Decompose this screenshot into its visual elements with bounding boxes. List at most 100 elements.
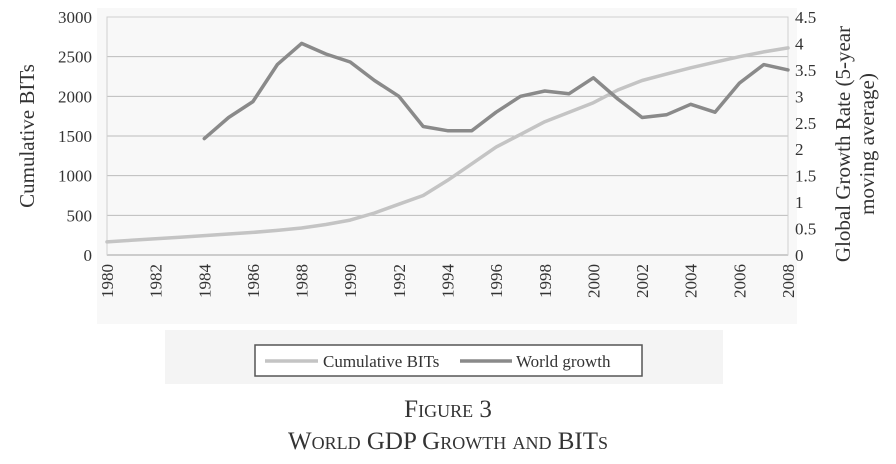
y2-tick-label-4.5: 4.5 xyxy=(795,8,816,27)
x-tick-label-2004: 2004 xyxy=(682,264,701,299)
y-tick-label-1500: 1500 xyxy=(58,127,92,146)
data-point-cumulative-bits-1987 xyxy=(276,229,279,232)
data-point-world-growth-1985 xyxy=(227,116,230,119)
data-point-cumulative-bits-1991 xyxy=(373,211,376,215)
y-tick-label-2500: 2500 xyxy=(58,48,92,67)
data-point-cumulative-bits-1986 xyxy=(251,231,255,234)
data-point-cumulative-bits-2001 xyxy=(616,88,619,92)
data-point-world-growth-1992 xyxy=(397,95,401,98)
data-point-cumulative-bits-1992 xyxy=(397,203,401,206)
data-point-cumulative-bits-2004 xyxy=(689,66,692,70)
left-axis-ticks: 0 500 1000 1500 2000 2500 3000 xyxy=(58,8,92,265)
x-tick-label-2008: 2008 xyxy=(779,264,798,298)
data-point-cumulative-bits-1982 xyxy=(154,237,157,240)
x-tick-label-1998: 1998 xyxy=(536,264,555,298)
x-tick-label-2000: 2000 xyxy=(584,264,603,298)
data-point-world-growth-1991 xyxy=(373,79,376,82)
data-point-world-growth-2000 xyxy=(592,76,595,80)
data-point-cumulative-bits-1981 xyxy=(130,239,133,242)
y2-tick-label-3: 3 xyxy=(795,87,804,106)
y2-tick-label-2.5: 2.5 xyxy=(795,114,816,133)
data-point-world-growth-2007 xyxy=(762,63,765,66)
data-point-cumulative-bits-1998 xyxy=(543,120,546,123)
data-point-cumulative-bits-2008 xyxy=(786,46,790,50)
data-point-world-growth-1989 xyxy=(324,52,328,56)
y-tick-label-1000: 1000 xyxy=(58,167,92,186)
data-point-world-growth-2003 xyxy=(665,113,668,117)
data-point-cumulative-bits-1983 xyxy=(178,236,182,239)
data-point-world-growth-1988 xyxy=(300,42,303,45)
data-point-world-growth-1990 xyxy=(349,60,352,64)
data-point-world-growth-1984 xyxy=(203,137,206,140)
data-point-cumulative-bits-2002 xyxy=(640,79,644,82)
x-tick-label-2006: 2006 xyxy=(730,264,749,298)
data-point-cumulative-bits-1988 xyxy=(300,226,303,230)
y-tick-label-0: 0 xyxy=(84,246,93,265)
data-point-world-growth-2001 xyxy=(616,97,619,101)
y2-tick-label-0.5: 0.5 xyxy=(795,220,816,239)
x-tick-label-1982: 1982 xyxy=(147,264,166,298)
y-tick-label-2000: 2000 xyxy=(58,87,92,106)
y-axis-label: Cumulative BITs xyxy=(15,64,39,208)
data-point-cumulative-bits-2006 xyxy=(738,55,741,58)
right-axis-ticks: 0 0.5 1 1.5 2 2.5 3 3.5 4 4.5 xyxy=(795,8,816,265)
series-layer xyxy=(105,41,790,244)
data-point-cumulative-bits-2003 xyxy=(665,72,668,76)
data-point-cumulative-bits-1993 xyxy=(422,194,425,197)
x-tick-label-1980: 1980 xyxy=(98,264,117,298)
legend-box xyxy=(254,344,643,377)
x-tick-label-1996: 1996 xyxy=(487,264,506,298)
y2-axis-label-line2: moving average) xyxy=(855,73,879,215)
data-point-cumulative-bits-1996 xyxy=(494,145,498,149)
y-tick-label-3000: 3000 xyxy=(58,8,92,27)
x-tick-label-1990: 1990 xyxy=(341,264,360,298)
data-point-world-growth-2008 xyxy=(786,68,790,72)
data-point-world-growth-1987 xyxy=(276,63,279,66)
data-point-cumulative-bits-1995 xyxy=(470,162,473,165)
data-point-cumulative-bits-1990 xyxy=(349,218,352,222)
data-point-world-growth-2006 xyxy=(738,81,741,85)
data-point-cumulative-bits-1994 xyxy=(446,179,449,182)
data-point-cumulative-bits-2005 xyxy=(713,61,717,64)
data-point-cumulative-bits-2000 xyxy=(592,101,595,104)
y2-axis-label-line1: Global Growth Rate (5-year xyxy=(831,26,855,262)
data-point-world-growth-2004 xyxy=(689,103,692,106)
legend-label-cumulative-bits: Cumulative BITs xyxy=(323,352,439,371)
y2-tick-label-2: 2 xyxy=(795,140,804,159)
y2-tick-label-0: 0 xyxy=(795,246,804,265)
x-tick-label-1988: 1988 xyxy=(293,264,312,298)
data-point-world-growth-1995 xyxy=(470,129,473,132)
data-point-world-growth-1993 xyxy=(422,125,425,128)
figure-title: World GDP Growth and BITs xyxy=(287,428,608,455)
data-point-world-growth-2002 xyxy=(640,116,644,119)
data-point-cumulative-bits-2007 xyxy=(762,50,765,54)
data-point-cumulative-bits-1999 xyxy=(567,111,571,114)
data-point-world-growth-1998 xyxy=(543,89,546,93)
data-point-cumulative-bits-1984 xyxy=(203,234,206,237)
chart-background xyxy=(97,8,797,324)
x-tick-label-1994: 1994 xyxy=(439,264,458,299)
plot-area-frame xyxy=(106,16,789,256)
x-tick-label-1984: 1984 xyxy=(195,264,214,299)
x-tick-label-2002: 2002 xyxy=(633,264,652,298)
data-point-world-growth-2005 xyxy=(713,111,717,114)
data-point-world-growth-1997 xyxy=(519,95,522,98)
y2-tick-label-1.5: 1.5 xyxy=(795,167,816,186)
data-point-world-growth-1994 xyxy=(446,129,449,132)
data-point-cumulative-bits-1985 xyxy=(227,232,230,236)
y2-tick-label-4: 4 xyxy=(795,34,804,53)
data-point-world-growth-1999 xyxy=(567,92,571,95)
data-point-world-growth-1996 xyxy=(494,111,498,114)
x-axis-ticks: 1980 1982 1984 1986 1988 1990 1992 1994 1996 1998… xyxy=(98,264,798,299)
data-point-cumulative-bits-1980 xyxy=(105,240,109,244)
x-tick-label-1992: 1992 xyxy=(390,264,409,298)
y2-tick-label-3.5: 3.5 xyxy=(795,61,816,80)
data-point-world-growth-1986 xyxy=(251,100,255,103)
legend-label-world-growth: World growth xyxy=(516,352,611,371)
x-tick-label-1986: 1986 xyxy=(244,264,263,298)
data-point-cumulative-bits-1989 xyxy=(324,223,328,226)
data-point-cumulative-bits-1997 xyxy=(519,133,522,136)
y2-tick-label-1: 1 xyxy=(795,193,804,212)
y-tick-label-500: 500 xyxy=(67,206,93,225)
